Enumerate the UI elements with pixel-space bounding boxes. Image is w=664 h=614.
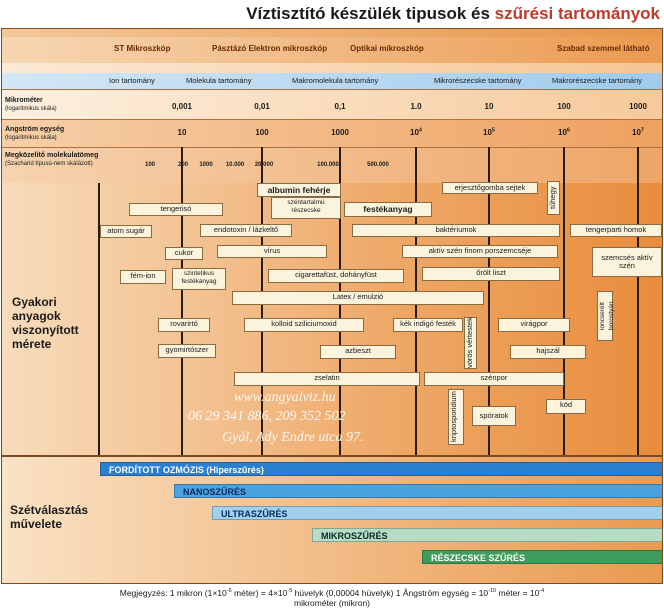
a-tick-1000: 1000	[331, 128, 349, 137]
watermark-url: www.angyalviz.hu	[234, 390, 336, 406]
item-kod: köd	[546, 399, 586, 414]
title-part2: szűrési tartományok	[495, 4, 660, 23]
um-tick-10: 10	[485, 102, 494, 111]
a-tick-10: 10	[178, 128, 187, 137]
item-szemcses: szemcsés aktív szén	[592, 247, 662, 277]
sep-ultrafiltration: ULTRASZŰRÉS	[212, 506, 663, 520]
range-bar: Ion tartomány Molekula tartomány Makromo…	[2, 73, 663, 89]
item-bakteriumok: baktériumok	[352, 224, 560, 237]
item-kripto: kriptosporidium	[448, 389, 464, 445]
mw-tick-100: 100	[145, 162, 155, 168]
um-tick-1: 1.0	[410, 102, 421, 111]
scope-st: ST Mikroszkóp	[114, 44, 170, 53]
grid-line	[181, 147, 183, 455]
a-tick-1e6: 106	[558, 128, 570, 137]
gap-band	[2, 63, 663, 73]
mw-tick-10000: 10.000	[226, 162, 244, 168]
range-molecule: Molekula tartomány	[186, 76, 251, 85]
item-femion: fém-ion	[120, 270, 166, 284]
scope-naked-eye: Szabad szemmel látható	[557, 44, 649, 53]
um-tick-100: 100	[557, 102, 570, 111]
range-ion: Ion tartomány	[109, 76, 155, 85]
watermark-address: Gyál, Ady Endre utca 97.	[222, 430, 364, 446]
scope-optical: Optikai mikroszkóp	[350, 44, 424, 53]
item-tengerparti: tengerparti homok	[570, 224, 662, 237]
watermark-phone: 06 29 341 886, 209 352 502	[188, 409, 346, 425]
title-part1: Víztisztító készülék tipusok és	[246, 4, 494, 23]
mw-tick-20000: 20.000	[255, 162, 273, 168]
chart-frame: ST Mikroszkóp Pásztázó Elektron mikroszk…	[1, 28, 663, 584]
footnote: Megjegyzés: 1 mikron (1×10-6 méter) = 4×…	[0, 588, 664, 608]
range-microparticle: Mikrorészecske tartomány	[434, 76, 522, 85]
item-azbeszt: azbeszt	[320, 345, 396, 359]
sep-reverse-osmosis: FORDÍTOTT OZMÓZIS (Hiperszűrés)	[100, 462, 663, 476]
item-virogpor: virágpor	[498, 318, 570, 332]
item-endotoxin: endotoxin / lázkeltő	[200, 224, 292, 237]
grid-line	[98, 183, 100, 455]
mw-tick-100000: 100.000	[317, 162, 339, 168]
scope-bar: ST Mikroszkóp Pásztázó Elektron mikroszk…	[2, 37, 663, 63]
grid-line	[637, 147, 639, 455]
item-kekindigo: kék indigó festék	[393, 318, 463, 332]
separation-section-label: Szétválasztás művelete	[10, 503, 100, 531]
item-voros: vörös vértestek	[464, 317, 477, 369]
item-szentartalmu: széntartalmú részecske	[271, 197, 341, 219]
item-atomsugar: atom sugár	[100, 225, 152, 238]
a-tick-1e7: 107	[632, 128, 644, 137]
item-szenpor: szénpor	[424, 372, 564, 386]
um-tick-0001: 0,001	[172, 102, 192, 111]
sep-particle-filtration: RÉSZECSKE SZŰRÉS	[422, 550, 663, 564]
item-sporatok: spóratok	[472, 406, 516, 426]
um-tick-01: 0,1	[334, 102, 345, 111]
um-tick-1000: 1000	[629, 102, 647, 111]
mw-tick-500000: 500.000	[367, 162, 389, 168]
item-cigaretta: cigarettafüst, dohányfüst	[268, 269, 404, 283]
item-gyomirto: gyomirtószer	[158, 344, 216, 358]
item-orolt: őrölt liszt	[422, 267, 560, 281]
range-macroparticle: Makrorészecske tartomány	[552, 76, 642, 85]
mw-tick-1000: 1000	[199, 162, 212, 168]
range-macromolecule: Makromolekula tartomány	[292, 76, 378, 85]
micrometer-label: Mikrométer (logaritmikus skála)	[5, 97, 57, 113]
item-rovarirto: rovarirtó	[158, 318, 210, 332]
sep-microfiltration: MIKROSZŰRÉS	[312, 528, 663, 542]
a-tick-1e5: 105	[483, 128, 495, 137]
a-tick-100: 100	[255, 128, 268, 137]
item-kolloid: kolloid sziliciumoxid	[244, 318, 364, 332]
item-tuhegy: tűhegy	[547, 181, 560, 215]
item-ioncsere: ioncserélt borostyán	[597, 291, 613, 341]
mw-tick-200: 200	[178, 162, 188, 168]
sep-nanofiltration: NANOSZŰRÉS	[174, 484, 663, 498]
scope-sem: Pásztázó Elektron mikroszkóp	[212, 44, 327, 53]
row-micrometer: Mikrométer (logaritmikus skála) 0,001 0,0…	[2, 89, 663, 120]
top-band	[2, 29, 663, 37]
um-tick-001: 0,01	[254, 102, 270, 111]
molweight-label: Megközelítő molekulatömeg (Szacharid típu…	[5, 152, 115, 168]
item-tengeriso: tengerisó	[129, 203, 223, 216]
angstrom-label: Angström egység (logaritmikus skála)	[5, 126, 64, 142]
page-title: Víztisztító készülék tipusok és szűrési …	[0, 4, 660, 24]
item-hajszal: hajszál	[510, 345, 586, 359]
item-festekanyag: festékanyag	[344, 202, 432, 217]
a-tick-1e4: 104	[410, 128, 422, 137]
item-virus: vírus	[217, 245, 327, 258]
row-angstrom: Angström egység (logaritmikus skála) 10 1…	[2, 119, 663, 148]
item-cukor: cukor	[165, 247, 203, 260]
main-section-label: Gyakori anyagok viszonyított mérete	[12, 295, 96, 351]
item-latex: Latex / emulzió	[232, 291, 484, 305]
item-albumin: albumin fehérje	[257, 183, 341, 197]
item-erjeszto: erjesztőgomba sejtek	[442, 182, 538, 194]
item-zselatin: zselatin	[234, 372, 420, 386]
item-szintetikus: szintetikus festékanyag	[172, 268, 226, 290]
item-aktivszen-finom: aktív szén finom porszemcséje	[402, 245, 558, 258]
